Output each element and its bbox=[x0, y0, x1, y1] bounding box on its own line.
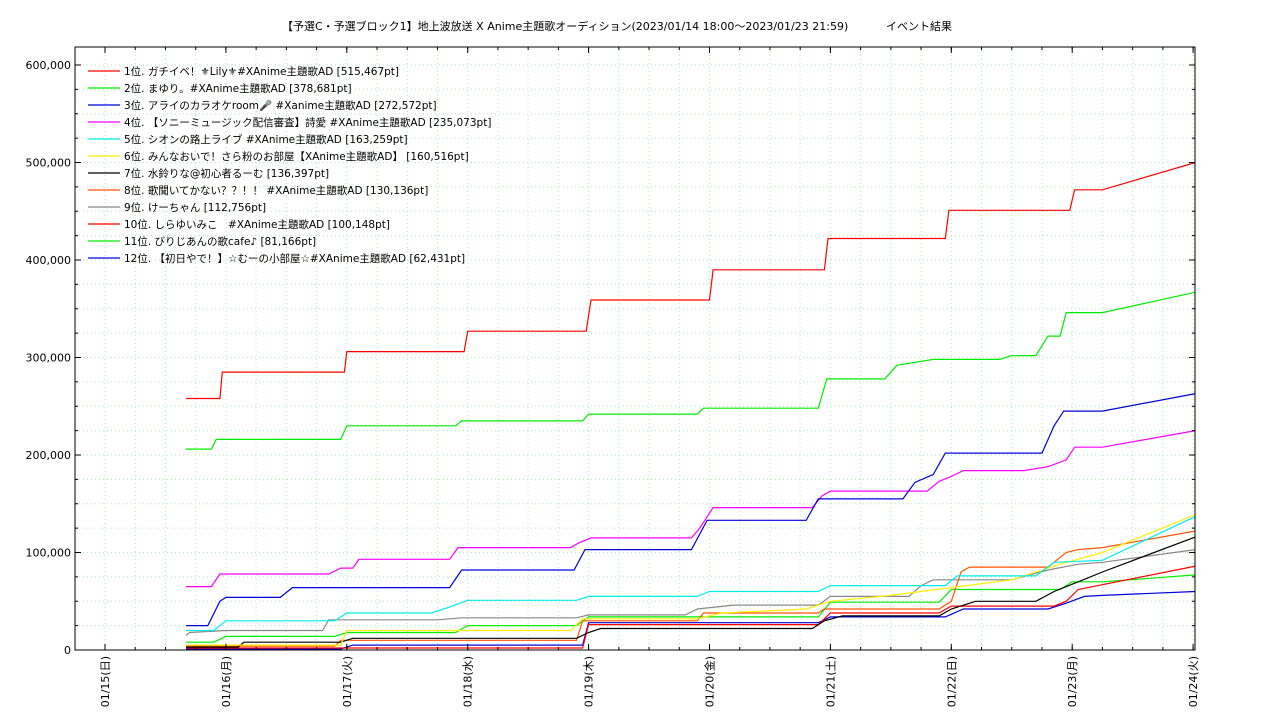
legend-label: 4位. 【ソニーミュージック配信審査】詩愛 #XAnime主題歌AD [235,… bbox=[124, 116, 491, 129]
legend-label: 3位. アライのカラオケroom🎤 #Xanime主題歌AD [272,572p… bbox=[124, 99, 437, 112]
series-line bbox=[186, 430, 1196, 588]
series-lines bbox=[185, 161, 1196, 650]
x-tick-label: 01/20(金) bbox=[703, 656, 717, 707]
legend-label: 9位. けーちゃん [112,756pt] bbox=[124, 201, 266, 214]
legend-label: 2位. まゆり。#XAnime主題歌AD [378,681pt] bbox=[124, 82, 352, 95]
series-line bbox=[186, 291, 1196, 450]
series-line bbox=[186, 513, 1196, 646]
x-tick-label: 01/17(火) bbox=[341, 656, 354, 707]
legend-label: 1位. ガチイベ！⚜Lily⚜#XAnime主題歌AD [515,467pt] bbox=[124, 65, 399, 78]
legend-label: 7位. 水鈴りな@初心者るーむ [136,397pt] bbox=[124, 167, 329, 180]
y-tick-label: 200,000 bbox=[26, 449, 72, 462]
chart-title: 【予選C・予選ブロック1】地上波放送 X Anime主題歌オーディション(202… bbox=[282, 19, 848, 33]
x-tick-label: 01/16(月) bbox=[220, 656, 233, 707]
y-tick-label: 100,000 bbox=[26, 547, 72, 560]
legend-label: 11位. びりじあんの歌cafe♪ [81,166pt] bbox=[124, 235, 316, 248]
x-tick-label: 01/22(日) bbox=[945, 656, 958, 707]
legend-label: 6位. みんなおいで！さら粉のお部屋【XAnime主題歌AD】 [160,516… bbox=[124, 150, 469, 163]
series-line bbox=[186, 536, 1196, 648]
series-line bbox=[186, 530, 1196, 647]
x-tick-label: 01/15(日) bbox=[99, 656, 112, 707]
series-line bbox=[186, 161, 1196, 400]
series-line bbox=[186, 393, 1196, 627]
y-tick-label: 600,000 bbox=[26, 59, 72, 72]
legend-label: 12位. 【初日やで！】☆むーの小部屋☆#XAnime主題歌AD [62,431… bbox=[124, 252, 465, 265]
y-tick-label: 400,000 bbox=[26, 254, 72, 267]
chart-subtitle: イベント結果 bbox=[886, 19, 952, 33]
series-line bbox=[185, 549, 1196, 636]
y-tick-label: 0 bbox=[64, 644, 71, 657]
x-tick-label: 01/18(水) bbox=[462, 656, 475, 707]
legend: 1位. ガチイベ！⚜Lily⚜#XAnime主題歌AD [515,467pt] 2… bbox=[88, 65, 491, 265]
plot-frame bbox=[74, 46, 1196, 651]
series-line bbox=[186, 515, 1196, 632]
axes: 0 100,000 200,000 300,000 400,000 500,000 600,… bbox=[26, 47, 1200, 707]
x-tick-label: 01/21(土) bbox=[824, 656, 837, 707]
x-tick-label: 01/24(火) bbox=[1187, 656, 1200, 707]
y-tick-label: 300,000 bbox=[26, 352, 72, 365]
series-line bbox=[186, 590, 1196, 650]
legend-label: 5位. シオンの路上ライブ #XAnime主題歌AD [163,259pt] bbox=[124, 133, 408, 146]
grid bbox=[75, 47, 1195, 651]
legend-label: 8位. 歌聞いてかない？？！！ #XAnime主題歌AD [130,136pt] bbox=[124, 184, 428, 197]
legend-label: 10位. しらゆいみこ #XAnime主題歌AD [100,148pt] bbox=[124, 218, 390, 231]
x-tick-label: 01/23(月) bbox=[1066, 656, 1079, 707]
y-tick-label: 500,000 bbox=[26, 157, 72, 170]
series-line bbox=[186, 565, 1196, 649]
x-tick-label: 01/19(木) bbox=[583, 656, 596, 707]
